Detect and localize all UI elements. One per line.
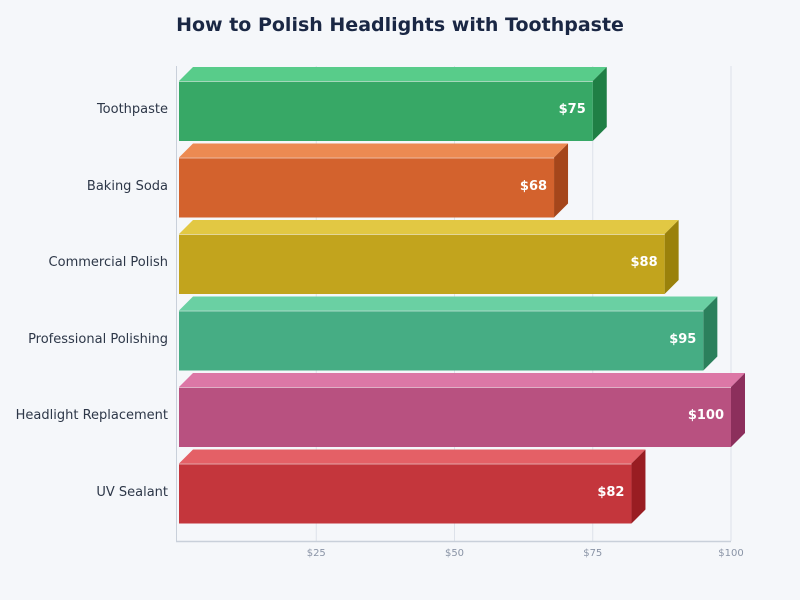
bar-front-face	[179, 387, 731, 447]
bar-side-face	[554, 143, 569, 218]
value-label: $88	[630, 255, 658, 270]
bar-front-face	[179, 310, 704, 371]
bar-top-face	[179, 220, 679, 234]
x-tick-label: $100	[718, 548, 744, 559]
bar-top-face	[179, 296, 718, 311]
value-label: $100	[687, 408, 724, 423]
x-tick-label: $75	[583, 548, 603, 559]
bar-top-face	[179, 373, 745, 387]
bar-side-face	[631, 449, 646, 524]
x-tick-label: $25	[306, 548, 326, 559]
category-label: Baking Soda	[86, 178, 168, 194]
chart-title: How to Polish Headlights with Toothpaste	[176, 14, 624, 36]
x-tick-label: $50	[444, 548, 465, 559]
value-label: $82	[597, 484, 625, 500]
category-label: Commercial Polish	[48, 255, 168, 270]
category-label: Professional Polishing	[28, 331, 168, 347]
category-label: Toothpaste	[96, 102, 168, 117]
bar-top-face	[179, 449, 646, 464]
bar-side-face	[664, 220, 679, 294]
bar-top-face	[179, 67, 607, 81]
bar-side-face	[731, 373, 745, 447]
bar-top-face	[179, 143, 569, 158]
bar-front-face	[179, 463, 632, 524]
value-label: $68	[519, 178, 548, 194]
value-label: $95	[669, 331, 697, 347]
category-label: Headlight Replacement	[15, 408, 168, 423]
bar-front-face	[179, 157, 555, 218]
value-label: $75	[558, 102, 586, 117]
bar-front-face	[179, 234, 665, 294]
bar-side-face	[592, 67, 607, 141]
category-label: UV Sealant	[96, 484, 168, 500]
bar-front-face	[179, 81, 593, 141]
bar-side-face	[703, 296, 718, 371]
